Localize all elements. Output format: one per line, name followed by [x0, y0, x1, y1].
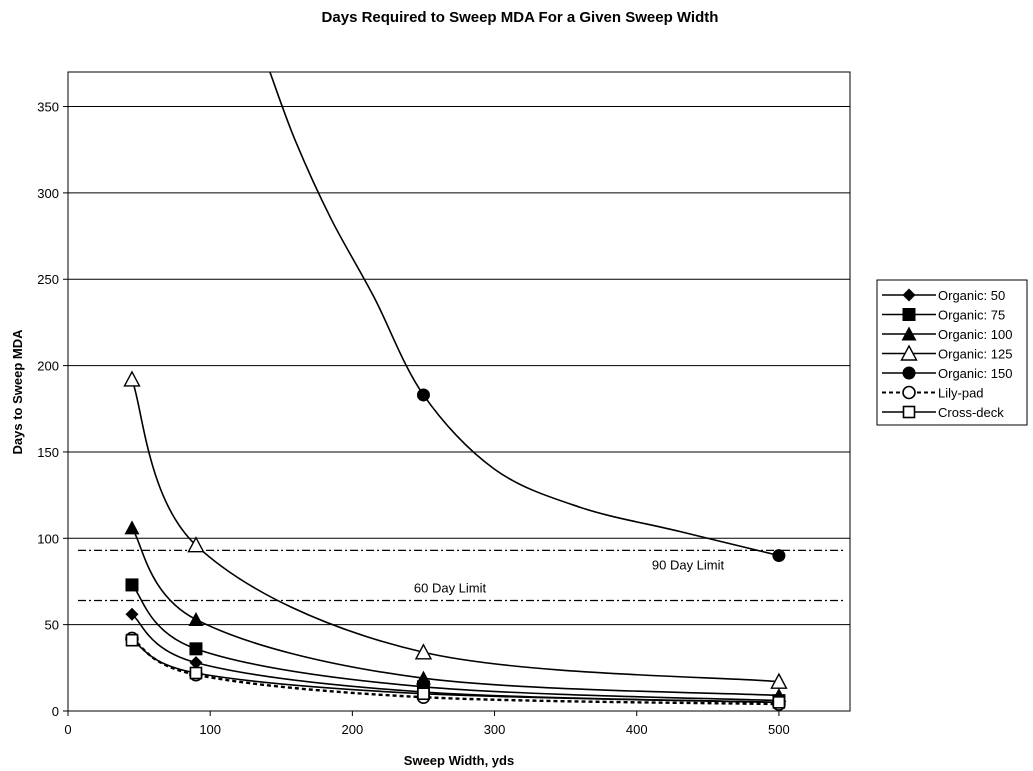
y-tick-label: 0 [52, 704, 59, 719]
chart-title: Days Required to Sweep MDA For a Given S… [322, 9, 719, 26]
data-point-organic-150 [416, 388, 430, 402]
x-tick-label: 500 [768, 722, 790, 737]
y-tick-label: 150 [37, 445, 59, 460]
data-point-cross-deck [125, 633, 139, 647]
data-point-organic-150 [772, 549, 786, 563]
legend-marker-organic-50 [902, 288, 916, 302]
legend-marker-organic-75 [902, 308, 916, 321]
series-group [123, 72, 788, 711]
legend-marker-cross-deck [902, 405, 916, 419]
y-tick-label: 300 [37, 186, 59, 201]
data-point-cross-deck [417, 687, 430, 701]
legend-label-organic-150: Organic: 150 [938, 366, 1012, 381]
series-line-cross-deck [131, 639, 779, 704]
data-point-organic-50 [125, 607, 139, 621]
reference-line-label: 60 Day Limit [414, 580, 487, 595]
series-organic-100 [124, 520, 787, 702]
y-tick-label: 250 [37, 272, 59, 287]
x-tick-label: 100 [199, 722, 221, 737]
y-tick-label: 200 [37, 359, 59, 374]
series-line-organic-150 [269, 72, 780, 557]
x-tick-label: 200 [342, 722, 364, 737]
series-organic-125 [123, 370, 788, 689]
data-point-organic-125 [770, 672, 788, 689]
legend-label-organic-100: Organic: 100 [938, 327, 1012, 342]
legend-box [876, 279, 1028, 426]
series-line-organic-75 [131, 584, 779, 702]
series-organic-75 [125, 578, 786, 708]
data-point-organic-125 [414, 643, 433, 660]
legend-marker-organic-125 [900, 344, 918, 361]
legend-marker-lily-pad [902, 385, 916, 400]
y-tick-label: 50 [45, 618, 59, 633]
data-point-organic-100 [415, 670, 431, 685]
y-axis-label: Days to Sweep MDA [10, 329, 25, 455]
data-point-organic-50 [189, 656, 203, 670]
legend-label-organic-50: Organic: 50 [938, 288, 1005, 303]
legend-label-lily-pad: Lily-pad [938, 386, 984, 401]
legend-marker-organic-100 [901, 326, 917, 341]
legend: Organic: 50 Organic: 75 Organic: 100 Organi… [876, 279, 1028, 426]
y-tick-label: 100 [37, 531, 59, 546]
data-point-organic-75 [125, 578, 139, 592]
legend-label-cross-deck: Cross-deck [938, 405, 1004, 420]
x-tick-label: 0 [64, 722, 71, 737]
series-line-organic-100 [131, 527, 779, 697]
legend-label-organic-125: Organic: 125 [938, 347, 1012, 362]
data-point-organic-125 [123, 370, 141, 387]
data-point-cross-deck [189, 666, 203, 680]
plot-area [67, 71, 851, 712]
series-cross-deck [125, 633, 786, 709]
data-point-organic-100 [124, 520, 140, 535]
gridlines [68, 106, 850, 626]
y-tick-label: 350 [37, 100, 59, 115]
data-point-organic-125 [187, 536, 205, 553]
axis-ticks: 0 50 100 150 200 250 300 350 0 100 200 300 400 500 [37, 100, 789, 737]
data-point-cross-deck [772, 696, 786, 709]
reference-line-label: 90 Day Limit [652, 557, 725, 572]
legend-marker-organic-150 [902, 366, 916, 380]
x-tick-label: 400 [626, 722, 648, 737]
data-point-organic-100 [188, 611, 204, 626]
reference-lines: 90 Day Limit 60 Day Limit [78, 549, 845, 602]
series-organic-150 [269, 72, 786, 563]
x-axis-label: Sweep Width, yds [404, 753, 514, 768]
series-line-organic-125 [131, 379, 779, 683]
data-point-organic-75 [189, 642, 203, 656]
x-tick-label: 300 [484, 722, 506, 737]
legend-label-organic-75: Organic: 75 [938, 308, 1005, 323]
